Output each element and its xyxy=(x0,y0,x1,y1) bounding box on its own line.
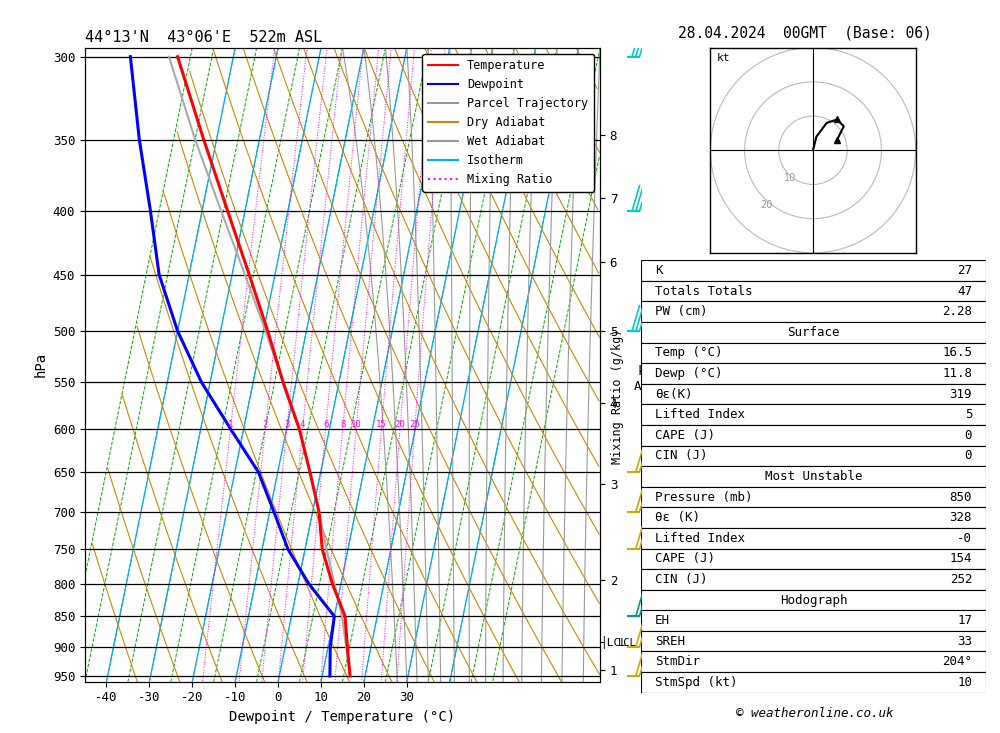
Text: 20: 20 xyxy=(761,200,773,210)
Text: LCL: LCL xyxy=(618,638,637,648)
Text: 319: 319 xyxy=(950,388,972,400)
Text: CAPE (J): CAPE (J) xyxy=(655,553,715,565)
Text: SREH: SREH xyxy=(655,635,685,648)
Bar xyxy=(641,342,986,363)
Text: 33: 33 xyxy=(957,635,972,648)
Bar xyxy=(641,590,986,611)
Bar xyxy=(641,446,986,466)
Text: EH: EH xyxy=(655,614,670,627)
Text: StmDir: StmDir xyxy=(655,655,700,668)
Text: 16.5: 16.5 xyxy=(942,347,972,359)
Text: Totals Totals: Totals Totals xyxy=(655,284,752,298)
Text: 8: 8 xyxy=(340,420,345,429)
Text: Lifted Index: Lifted Index xyxy=(655,408,745,421)
Bar xyxy=(641,405,986,425)
Text: 47: 47 xyxy=(957,284,972,298)
Text: 27: 27 xyxy=(957,264,972,277)
Text: Surface: Surface xyxy=(787,325,840,339)
Text: 10: 10 xyxy=(957,676,972,689)
Text: PW (cm): PW (cm) xyxy=(655,305,707,318)
Y-axis label: km
ASL: km ASL xyxy=(634,364,656,393)
Text: 2: 2 xyxy=(263,420,268,429)
Bar xyxy=(641,487,986,507)
Text: 0: 0 xyxy=(965,449,972,463)
Text: 2.28: 2.28 xyxy=(942,305,972,318)
Bar xyxy=(641,301,986,322)
Text: kt: kt xyxy=(717,54,731,63)
Text: Most Unstable: Most Unstable xyxy=(765,470,862,483)
Text: StmSpd (kt): StmSpd (kt) xyxy=(655,676,737,689)
Text: 20: 20 xyxy=(395,420,405,429)
Text: CIN (J): CIN (J) xyxy=(655,573,707,586)
Bar xyxy=(641,384,986,405)
Bar xyxy=(641,363,986,384)
Text: 328: 328 xyxy=(950,511,972,524)
Text: 3: 3 xyxy=(284,420,289,429)
Text: θε(K): θε(K) xyxy=(655,388,692,400)
Text: Dewp (°C): Dewp (°C) xyxy=(655,367,722,380)
X-axis label: Dewpoint / Temperature (°C): Dewpoint / Temperature (°C) xyxy=(229,710,456,724)
Text: 11.8: 11.8 xyxy=(942,367,972,380)
Text: Lifted Index: Lifted Index xyxy=(655,531,745,545)
Text: -0: -0 xyxy=(957,531,972,545)
Text: 4: 4 xyxy=(300,420,305,429)
Text: 1: 1 xyxy=(228,420,233,429)
Text: Temp (°C): Temp (°C) xyxy=(655,347,722,359)
Text: 252: 252 xyxy=(950,573,972,586)
Bar xyxy=(641,425,986,446)
Bar xyxy=(641,631,986,652)
Text: ┤LCL: ┤LCL xyxy=(600,636,627,649)
Text: θε (K): θε (K) xyxy=(655,511,700,524)
Text: Hodograph: Hodograph xyxy=(780,594,847,606)
Legend: Temperature, Dewpoint, Parcel Trajectory, Dry Adiabat, Wet Adiabat, Isotherm, Mi: Temperature, Dewpoint, Parcel Trajectory… xyxy=(422,54,594,192)
Bar xyxy=(641,652,986,672)
Text: CAPE (J): CAPE (J) xyxy=(655,429,715,442)
Bar xyxy=(641,611,986,631)
Bar xyxy=(641,672,986,693)
Text: 154: 154 xyxy=(950,553,972,565)
Bar xyxy=(641,466,986,487)
Text: 17: 17 xyxy=(957,614,972,627)
Bar xyxy=(641,569,986,590)
Text: Mixing Ratio (g/kg): Mixing Ratio (g/kg) xyxy=(612,328,624,463)
Bar xyxy=(641,528,986,548)
Text: 204°: 204° xyxy=(942,655,972,668)
Text: 44°13'N  43°06'E  522m ASL: 44°13'N 43°06'E 522m ASL xyxy=(85,30,322,45)
Text: K: K xyxy=(655,264,662,277)
Text: 6: 6 xyxy=(323,420,328,429)
Y-axis label: hPa: hPa xyxy=(33,352,47,377)
Text: 850: 850 xyxy=(950,490,972,504)
Text: 0: 0 xyxy=(965,429,972,442)
Text: 28.04.2024  00GMT  (Base: 06): 28.04.2024 00GMT (Base: 06) xyxy=(678,26,932,40)
Text: 15: 15 xyxy=(376,420,387,429)
Bar xyxy=(641,260,986,281)
Text: Pressure (mb): Pressure (mb) xyxy=(655,490,752,504)
Bar xyxy=(641,507,986,528)
Text: 10: 10 xyxy=(784,173,796,183)
Bar xyxy=(641,281,986,301)
Text: © weatheronline.co.uk: © weatheronline.co.uk xyxy=(736,707,894,720)
Text: 25: 25 xyxy=(409,420,420,429)
Bar xyxy=(641,548,986,569)
Text: 10: 10 xyxy=(351,420,361,429)
Text: 5: 5 xyxy=(965,408,972,421)
Bar xyxy=(641,322,986,342)
Text: CIN (J): CIN (J) xyxy=(655,449,707,463)
